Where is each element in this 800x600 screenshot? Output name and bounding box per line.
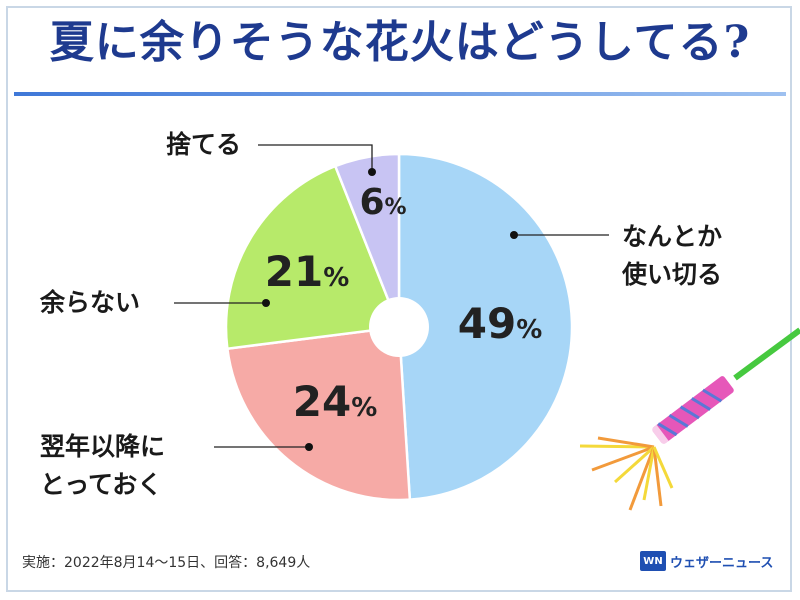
slice-label-use-up: なんとか 使い切る	[622, 218, 722, 294]
donut-hole	[369, 297, 429, 357]
slice-label-line: 余らない	[40, 288, 141, 317]
pie-slice	[397, 152, 574, 501]
chart-title: 夏に余りそうな花火はどうしてる?	[49, 17, 751, 68]
brand-name: ウェザーニュース	[670, 555, 774, 571]
title-underline	[14, 92, 786, 96]
leader-dot	[305, 443, 313, 451]
leader-dot	[510, 231, 518, 239]
leader-line	[258, 144, 373, 172]
slice-label-keep-next-year: 翌年以降にとっておく	[40, 428, 165, 504]
pie-slice	[225, 325, 412, 502]
slice-percent-label: 49%	[458, 299, 543, 348]
brand: WN ウェザーニュース	[640, 550, 773, 572]
slice-label-line: 捨てる	[166, 130, 242, 159]
slice-percent-label: 6%	[359, 182, 406, 223]
slice-label-line: 使い切る	[622, 260, 723, 289]
leader-dot	[368, 168, 376, 176]
slice-label-line: とっておく	[40, 470, 163, 499]
leader-dot	[262, 299, 270, 307]
brand-logo-icon: WN	[640, 551, 666, 571]
slice-percent-label: 24%	[293, 377, 378, 426]
survey-footnote: 実施：2022年8月14～15日、回答：8,649人	[22, 555, 311, 571]
slice-label-line: 翌年以降に	[40, 432, 166, 461]
slice-label-no-leftover: 余らない	[40, 284, 140, 322]
firework-sparkler-icon	[579, 327, 800, 511]
slice-label-line: なんとか	[622, 222, 723, 251]
slice-label-discard: 捨てる	[166, 126, 241, 164]
slice-percent-label: 21%	[265, 247, 350, 296]
pie-slice	[333, 152, 401, 328]
